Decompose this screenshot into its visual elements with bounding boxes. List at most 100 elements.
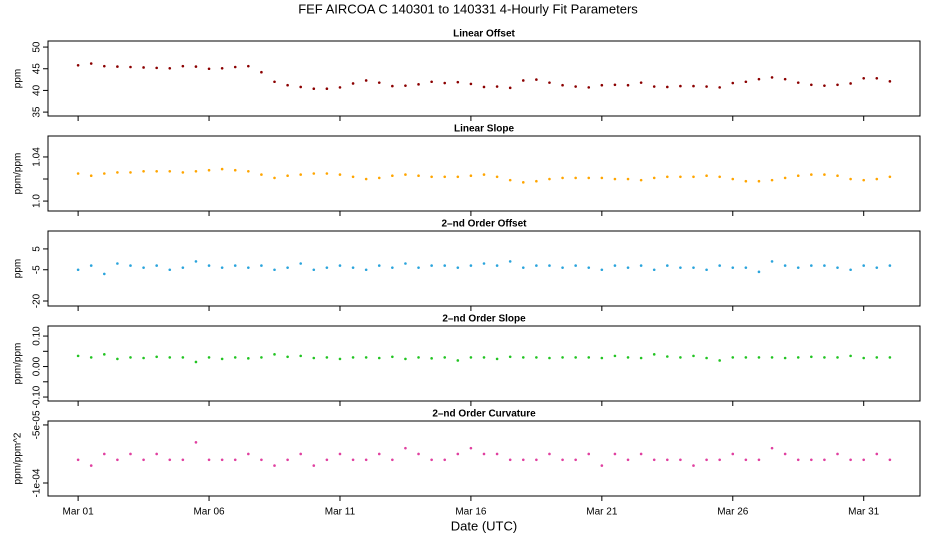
data-point xyxy=(770,260,774,263)
data-point xyxy=(508,458,512,462)
data-point xyxy=(836,266,839,269)
data-point xyxy=(796,356,800,359)
data-point xyxy=(89,62,93,65)
data-point xyxy=(443,356,447,359)
y-axis-label: ppm/ppm^2 xyxy=(13,432,24,484)
data-point xyxy=(377,356,381,360)
data-point xyxy=(652,353,656,356)
panel-title: 2–nd Order Offset xyxy=(441,219,527,230)
data-point xyxy=(731,177,735,181)
data-point xyxy=(587,176,591,180)
data-point xyxy=(247,266,250,269)
data-point xyxy=(325,356,329,359)
data-point xyxy=(521,356,525,359)
data-point xyxy=(194,441,198,444)
data-point xyxy=(888,458,892,462)
data-point xyxy=(220,67,224,70)
data-point xyxy=(456,266,460,269)
data-point xyxy=(220,357,224,361)
data-point xyxy=(76,354,80,358)
data-point xyxy=(587,86,591,89)
data-point xyxy=(705,85,708,88)
panel-title: 2–nd Order Curvature xyxy=(432,409,536,420)
data-point xyxy=(325,266,329,269)
data-point xyxy=(744,356,748,359)
data-point xyxy=(652,268,656,272)
data-point xyxy=(286,458,289,462)
data-point xyxy=(495,175,499,179)
data-point xyxy=(430,357,433,360)
data-point xyxy=(508,260,512,263)
y-axis-label: ppm/ppm xyxy=(13,343,24,385)
data-point xyxy=(286,355,289,359)
data-point xyxy=(286,174,289,178)
data-point xyxy=(129,65,132,69)
data-point xyxy=(796,174,800,178)
data-point xyxy=(587,356,591,359)
data-point xyxy=(731,452,735,456)
data-point xyxy=(849,458,852,462)
y-tick-label: -5 xyxy=(32,265,43,274)
data-point xyxy=(718,264,721,267)
data-point xyxy=(849,268,852,272)
data-point xyxy=(705,356,708,360)
data-point xyxy=(181,356,185,359)
data-point xyxy=(849,177,852,181)
data-point xyxy=(574,264,577,267)
data-point xyxy=(299,262,302,265)
data-point xyxy=(718,86,721,89)
data-point xyxy=(364,79,368,82)
data-point xyxy=(194,260,198,263)
data-point xyxy=(89,464,93,467)
y-tick-label: 5 xyxy=(32,246,43,252)
data-point xyxy=(443,175,447,179)
data-point xyxy=(312,87,316,90)
data-point xyxy=(652,176,656,180)
data-point xyxy=(404,357,407,361)
data-point xyxy=(862,458,865,462)
data-point xyxy=(181,458,185,462)
data-point xyxy=(626,177,630,181)
data-point xyxy=(89,174,93,178)
data-point xyxy=(548,264,551,267)
data-point xyxy=(600,268,604,272)
data-point xyxy=(430,175,433,179)
data-point xyxy=(417,452,420,456)
data-point xyxy=(312,464,316,467)
data-point xyxy=(103,353,106,356)
y-tick-label: 35 xyxy=(32,106,43,118)
data-point xyxy=(220,458,224,462)
y-tick-label: 50 xyxy=(32,41,43,53)
data-point xyxy=(744,179,748,183)
data-point xyxy=(377,452,381,456)
data-point xyxy=(391,266,394,269)
data-point xyxy=(757,356,761,359)
data-point xyxy=(875,76,879,80)
y-axis-label: ppm/ppm xyxy=(13,153,24,195)
plot-frame xyxy=(47,230,921,307)
data-point xyxy=(338,173,342,176)
data-point xyxy=(391,84,394,88)
data-point xyxy=(325,87,329,90)
data-point xyxy=(116,262,119,265)
data-point xyxy=(469,446,473,450)
data-point xyxy=(142,169,145,173)
panel-title: 2–nd Order Slope xyxy=(442,314,526,325)
data-point xyxy=(823,458,826,462)
y-axis-label: ppm xyxy=(13,69,24,88)
data-point xyxy=(757,270,761,274)
data-point xyxy=(508,86,512,90)
data-point xyxy=(155,66,158,70)
data-point xyxy=(364,458,368,462)
data-point xyxy=(757,77,761,81)
data-point xyxy=(548,177,551,181)
data-point xyxy=(325,458,329,462)
data-point xyxy=(757,179,761,183)
data-point xyxy=(417,174,420,178)
data-point xyxy=(76,172,80,175)
data-point xyxy=(220,266,224,269)
data-point xyxy=(744,458,748,462)
data-point xyxy=(521,181,525,184)
data-point xyxy=(692,266,695,269)
data-point xyxy=(875,177,879,181)
